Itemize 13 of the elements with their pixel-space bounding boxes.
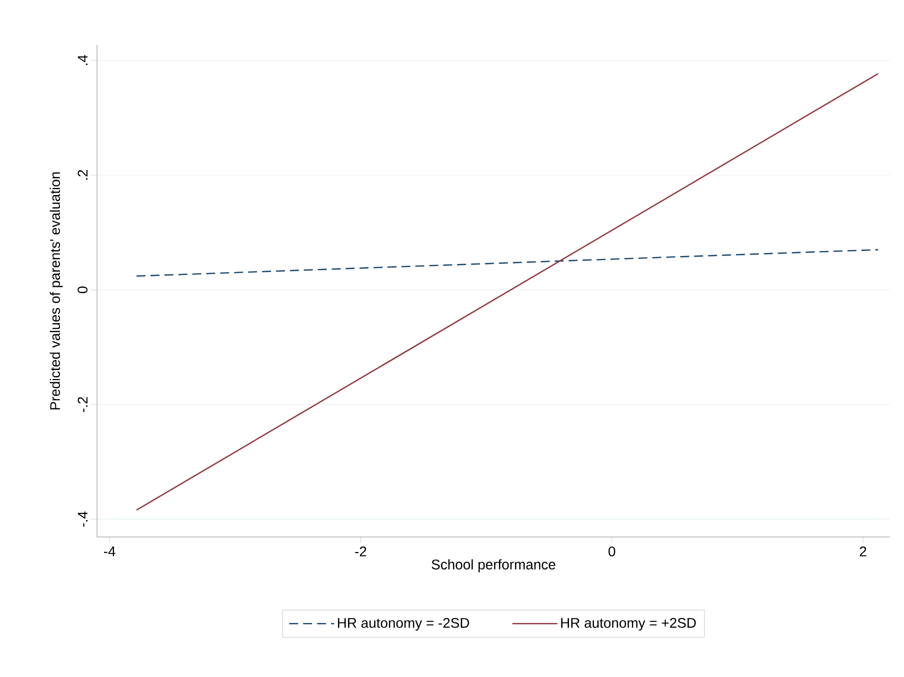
- x-tick-label: 2: [860, 546, 866, 556]
- y-tick-label: -.4: [78, 511, 88, 527]
- x-tick-label: -4: [104, 546, 116, 556]
- legend-label: HR autonomy = +2SD: [561, 618, 696, 631]
- legend-label: HR autonomy = -2SD: [338, 618, 470, 631]
- y-tick-label: -.2: [78, 397, 88, 412]
- y-tick-label: .2: [78, 170, 88, 180]
- y-tick-label: 0: [78, 286, 88, 294]
- x-axis-title: School performance: [432, 559, 556, 572]
- y-axis-title: Predicted values of parents' evaluation: [50, 172, 63, 410]
- x-tick-label: 0: [608, 546, 616, 556]
- y-tick-label: .4: [78, 55, 88, 65]
- x-tick-label: -2: [355, 546, 366, 556]
